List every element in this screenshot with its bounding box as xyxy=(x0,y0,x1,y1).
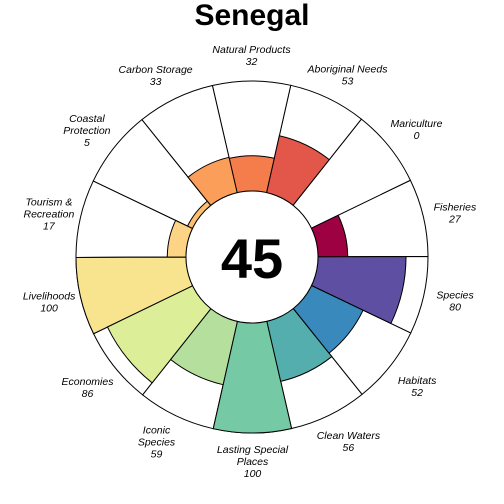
label-tourism-and-recreation: Tourism & Recreation 17 xyxy=(24,196,75,232)
chart-title: Senegal xyxy=(194,0,309,32)
label-carbon-storage: Carbon Storage 33 xyxy=(119,64,193,88)
center-score: 45 xyxy=(221,227,283,290)
label-mariculture: Mariculture 0 xyxy=(391,118,443,142)
label-livelihoods: Livelihoods 100 xyxy=(23,291,76,315)
label-iconic-species: Iconic Species 59 xyxy=(138,425,176,461)
label-aboriginal-needs: Aboriginal Needs 53 xyxy=(307,63,389,87)
label-clean-waters: Clean Waters 56 xyxy=(317,430,381,454)
label-lasting-special-places: Lasting Special Places 100 xyxy=(217,444,289,480)
label-species: Species 80 xyxy=(436,290,474,314)
label-natural-products: Natural Products 32 xyxy=(212,44,291,68)
label-fisheries: Fisheries 27 xyxy=(434,202,477,226)
petal-labels: Fisheries 27 Mariculture 0 Aboriginal Needs 5… xyxy=(23,44,477,480)
label-habitats: Habitats 52 xyxy=(398,375,437,399)
petals xyxy=(75,135,407,434)
label-economies: Economies 86 xyxy=(62,376,115,400)
label-coastal-protection: Coastal Protection 5 xyxy=(63,113,110,149)
center-hole xyxy=(185,190,319,324)
